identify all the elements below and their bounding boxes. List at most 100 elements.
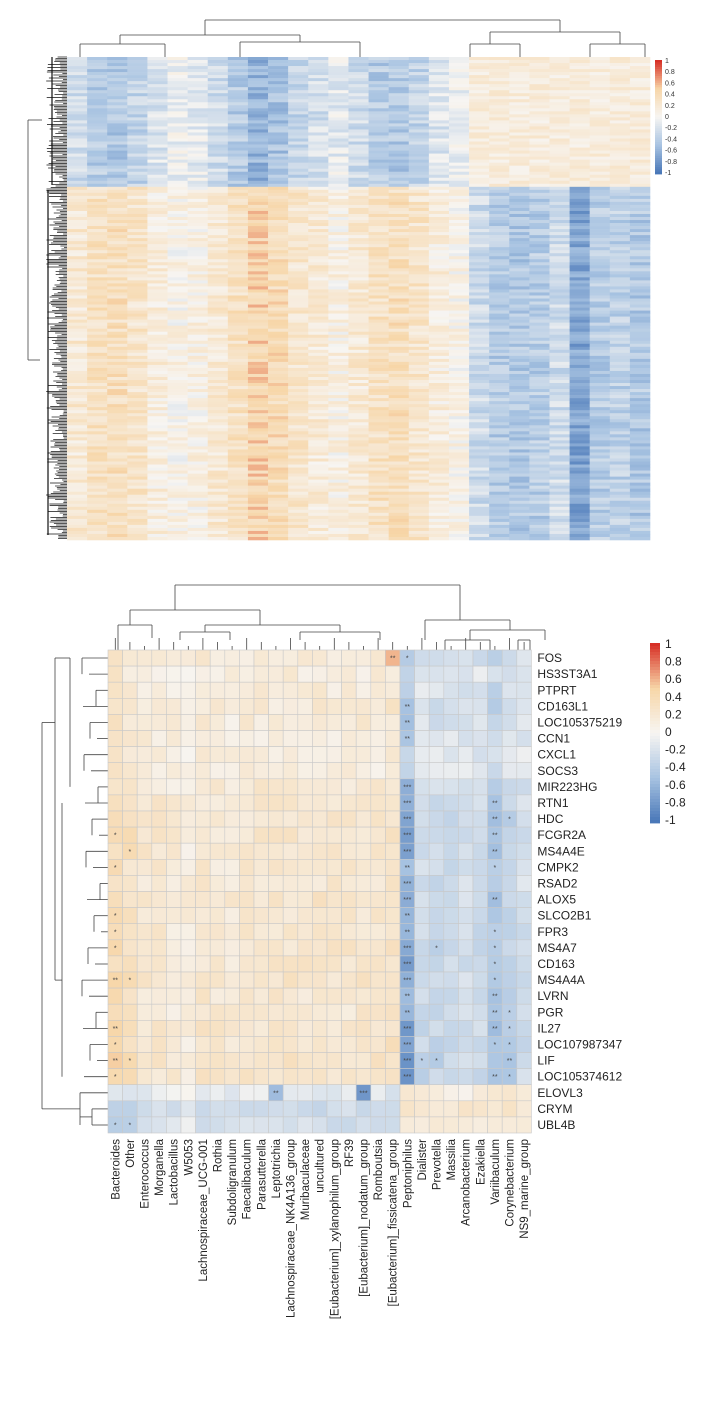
top-heatmap-cell (227, 192, 249, 197)
top-heatmap-cell (67, 340, 88, 345)
top-heatmap-cell (87, 168, 108, 173)
top-heatmap-cell (589, 192, 611, 197)
top-heatmap-cell (549, 476, 570, 480)
top-heatmap-cell (348, 111, 369, 115)
top-heatmap-cell (67, 135, 88, 139)
top-heatmap-cell (408, 380, 430, 384)
top-heatmap-cell (207, 253, 229, 257)
top-heatmap-cell (107, 443, 128, 447)
top-heatmap-cell (448, 108, 470, 112)
top-heatmap-cell (609, 105, 631, 109)
top-heatmap-cell (428, 304, 450, 308)
top-heatmap-cell (509, 488, 530, 492)
top-heatmap-cell (187, 180, 209, 185)
top-heatmap-cell (127, 437, 148, 441)
top-heatmap-cell (428, 506, 450, 511)
top-heatmap-cell (67, 518, 88, 523)
top-heatmap-cell (509, 325, 530, 329)
top-heatmap-cell (609, 452, 631, 456)
top-heatmap-cell (388, 322, 410, 326)
top-heatmap-cell (469, 274, 490, 278)
top-heatmap-cell (127, 404, 148, 408)
top-heatmap-cell (388, 482, 410, 486)
top-heatmap-cell (348, 307, 369, 311)
top-heatmap-cell (348, 150, 369, 154)
top-heatmap-cell (348, 497, 369, 502)
top-heatmap-cell (328, 57, 349, 61)
top-heatmap-cell (268, 78, 289, 82)
top-heatmap-cell (207, 425, 229, 429)
top-heatmap-cell (408, 527, 430, 532)
top-heatmap-cell (428, 407, 450, 411)
top-heatmap-cell (609, 138, 631, 142)
top-heatmap-cell (589, 470, 611, 474)
top-heatmap-cell (127, 120, 148, 124)
top-heatmap-cell (629, 464, 651, 468)
top-heatmap-cell (489, 168, 510, 173)
top-heatmap-cell (529, 482, 550, 486)
top-heatmap-cell (448, 96, 470, 100)
top-heatmap-cell (629, 319, 651, 323)
top-heatmap-cell (589, 274, 611, 278)
top-heatmap-cell (247, 434, 269, 438)
top-heatmap-cell (308, 292, 329, 296)
top-heatmap-cell (127, 84, 148, 88)
top-heatmap-cell (288, 135, 309, 139)
top-heatmap-cell (368, 518, 389, 523)
top-heatmap-cell (147, 153, 168, 157)
top-heatmap-cell (408, 268, 430, 272)
top-heatmap-cell (609, 395, 631, 399)
top-heatmap-cell (288, 422, 309, 426)
top-heatmap-cell (368, 177, 389, 182)
top-heatmap-cell (127, 488, 148, 492)
top-heatmap-cell (167, 283, 188, 287)
top-heatmap-cell (207, 334, 229, 339)
top-heatmap-cell (489, 210, 510, 215)
top-heatmap-cell (87, 259, 108, 263)
top-heatmap-cell (609, 277, 631, 281)
top-heatmap-cell (569, 168, 590, 173)
top-heatmap-cell (227, 72, 249, 76)
top-heatmap-cell (268, 325, 289, 329)
top-heatmap-cell (609, 102, 631, 106)
top-heatmap-cell (187, 440, 209, 444)
top-heatmap-cell (408, 310, 430, 314)
top-heatmap-cell (408, 57, 430, 61)
top-heatmap-cell (87, 72, 108, 76)
top-heatmap-cell (328, 265, 349, 269)
top-heatmap-cell (448, 90, 470, 94)
top-heatmap-cell (529, 386, 550, 390)
top-heatmap-cell (529, 87, 550, 91)
top-heatmap-cell (569, 334, 590, 339)
top-heatmap-cell (288, 229, 309, 233)
top-heatmap-cell (247, 144, 269, 148)
top-heatmap-cell (87, 337, 108, 342)
top-heatmap-cell (428, 446, 450, 450)
top-heatmap-cell (489, 319, 510, 323)
top-heatmap-cell (448, 485, 470, 489)
top-heatmap-cell (87, 274, 108, 278)
top-heatmap-cell (408, 259, 430, 263)
top-heatmap-cell (569, 383, 590, 387)
top-heatmap-cell (529, 503, 550, 508)
top-heatmap-cell (107, 325, 128, 329)
top-heatmap-cell (288, 476, 309, 480)
top-heatmap-cell (127, 512, 148, 517)
top-heatmap-cell (247, 437, 269, 441)
top-heatmap-cell (469, 428, 490, 432)
top-heatmap-cell (67, 186, 88, 191)
top-heatmap-cell (428, 334, 450, 339)
top-heatmap-cell (589, 171, 611, 176)
top-heatmap-cell (288, 241, 309, 245)
top-heatmap-cell (589, 479, 611, 483)
top-heatmap-cell (67, 174, 88, 179)
top-heatmap-cell (509, 220, 530, 224)
top-heatmap-cell (187, 120, 209, 124)
top-heatmap-cell (328, 159, 349, 163)
top-heatmap-cell (268, 102, 289, 106)
top-heatmap-cell (589, 352, 611, 357)
top-heatmap-cell (187, 455, 209, 459)
top-heatmap-cell (569, 533, 590, 538)
top-heatmap-cell (227, 527, 249, 532)
top-heatmap-cell (268, 117, 289, 121)
